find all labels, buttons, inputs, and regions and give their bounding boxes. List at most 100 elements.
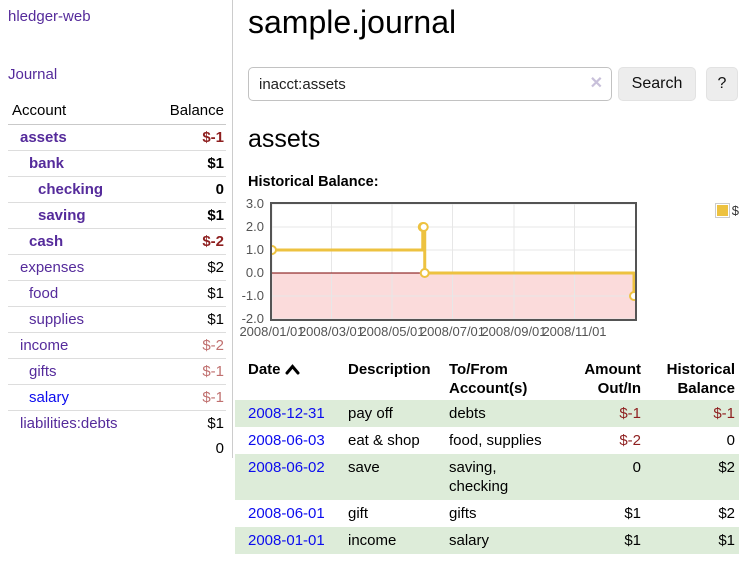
- register-accounts-cell: saving, checking: [449, 459, 509, 495]
- y-axis-tick-label: 1.0: [245, 242, 264, 257]
- account-balance: $1: [207, 415, 224, 432]
- register-row: 2008-06-02 save saving, checking 0 $2: [235, 454, 739, 500]
- sort-ascending-icon: [285, 364, 300, 375]
- sidebar-account-link[interactable]: liabilities:debts: [20, 415, 118, 432]
- register-description-cell: save: [348, 459, 380, 476]
- account-row: income $-2: [8, 332, 226, 359]
- nav-journal-link[interactable]: Journal: [8, 66, 58, 83]
- chart-plot: [267, 202, 640, 321]
- sidebar-account-link[interactable]: bank: [29, 155, 65, 172]
- account-balance: $2: [207, 259, 224, 276]
- transaction-date-link[interactable]: 2008-06-03: [248, 432, 325, 449]
- register-header-balance: Historical Balance: [666, 361, 735, 397]
- search-button[interactable]: Search: [618, 67, 696, 101]
- register-date-cell: 2008-06-03: [235, 427, 340, 454]
- x-axis-tick-label: 2008/03/01: [298, 324, 365, 339]
- accounts-total-row: 0: [8, 436, 226, 461]
- chart-canvas: [267, 203, 640, 320]
- accounts-table-body: assets $-1 bank $1 checking 0 saving $1 cash $-2 e…: [8, 125, 226, 437]
- register-header-date[interactable]: Date: [235, 358, 340, 400]
- legend-swatch-box: [714, 203, 730, 218]
- register-date-cell: 2008-06-02: [235, 454, 340, 500]
- sidebar-account-link[interactable]: cash: [29, 233, 64, 250]
- x-axis-tick-label: 2008/01/01: [239, 324, 305, 339]
- account-name-cell: bank: [8, 151, 150, 177]
- register-description-cell: pay off: [348, 405, 393, 422]
- clear-search-icon[interactable]: ✕: [589, 75, 603, 92]
- account-name-cell: food: [8, 281, 150, 307]
- account-balance: $-2: [202, 337, 224, 354]
- register-table-body: 2008-12-31 pay off debts $-1 $-1 2008-06-03 ea…: [235, 400, 739, 554]
- account-balance: $1: [207, 155, 224, 172]
- account-name-cell: cash: [8, 229, 150, 255]
- y-axis-tick-label: -1.0: [241, 288, 264, 303]
- page-title: sample.journal: [248, 4, 457, 40]
- sidebar-account-link[interactable]: food: [29, 285, 59, 302]
- accounts-header-row: Account Balance: [8, 99, 226, 125]
- account-name-cell: saving: [8, 203, 150, 229]
- account-row: food $1: [8, 280, 226, 307]
- y-axis-tick-label: 2.0: [245, 219, 264, 234]
- register-header-amount: Amount Out/In: [584, 361, 641, 397]
- register-date-cell: 2008-06-01: [235, 500, 340, 527]
- register-date-cell: 2008-01-01: [235, 527, 340, 554]
- sidebar-account-link[interactable]: expenses: [20, 259, 85, 276]
- register-balance-cell: $2: [718, 459, 735, 476]
- y-axis-tick-label: 0.0: [245, 265, 264, 280]
- register-row: 2008-01-01 income salary $1 $1: [235, 527, 739, 554]
- sidebar-account-link[interactable]: income: [20, 337, 69, 354]
- sidebar-account-link[interactable]: saving: [38, 207, 86, 224]
- sidebar-account-link[interactable]: gifts: [29, 363, 57, 380]
- accounts-total-value: 0: [215, 440, 224, 457]
- x-axis-tick-label: 2008/11/01: [542, 324, 607, 339]
- account-row: assets $-1: [8, 125, 226, 151]
- chart-legend: $: [714, 203, 739, 218]
- account-balance: $1: [207, 311, 224, 328]
- account-name-cell: supplies: [8, 307, 150, 333]
- app-title-link[interactable]: hledger-web: [8, 8, 91, 25]
- account-balance: $-1: [202, 129, 224, 146]
- transaction-date-link[interactable]: 2008-12-31: [248, 405, 325, 422]
- transaction-date-link[interactable]: 2008-01-01: [248, 532, 325, 549]
- register-description-cell: income: [348, 532, 397, 549]
- chart-heading: Historical Balance:: [248, 174, 379, 190]
- register-amount-cell: $1: [624, 532, 641, 549]
- register-accounts-cell: salary: [449, 532, 490, 549]
- sidebar: hledger-web Journal Account Balance asse…: [0, 0, 233, 458]
- account-name-cell: salary: [8, 385, 150, 411]
- register-description-cell: gift: [348, 505, 369, 522]
- account-name-cell: expenses: [8, 255, 150, 281]
- register-balance-cell: $2: [718, 505, 735, 522]
- accounts-header-balance: Balance: [149, 99, 226, 125]
- account-row: bank $1: [8, 150, 226, 177]
- transaction-date-link[interactable]: 2008-06-02: [248, 459, 325, 476]
- sidebar-nav: Journal: [8, 66, 224, 84]
- help-button[interactable]: ?: [706, 67, 738, 101]
- search-input-wrap: ✕: [248, 67, 612, 101]
- account-name-cell: gifts: [8, 359, 150, 385]
- y-axis-tick-label: 3.0: [245, 196, 264, 211]
- account-row: cash $-2: [8, 228, 226, 255]
- sidebar-account-link[interactable]: checking: [38, 181, 104, 198]
- date-header-label: Date: [248, 361, 281, 378]
- sidebar-account-link[interactable]: supplies: [29, 311, 85, 328]
- account-name-cell: liabilities:debts: [8, 411, 150, 437]
- register-table: Date Description To/From Account(s) Amou…: [235, 358, 739, 554]
- register-date-cell: 2008-12-31: [235, 400, 340, 427]
- register-amount-cell: 0: [632, 459, 641, 476]
- register-balance-cell: 0: [726, 432, 735, 449]
- search-input[interactable]: [248, 67, 612, 101]
- register-header-description: Description: [348, 361, 431, 378]
- account-row: salary $-1: [8, 384, 226, 411]
- register-row: 2008-06-03 eat & shop food, supplies $-2 0: [235, 427, 739, 454]
- sidebar-account-link[interactable]: assets: [20, 129, 67, 146]
- sidebar-account-link[interactable]: salary: [29, 389, 70, 406]
- account-row: gifts $-1: [8, 358, 226, 385]
- account-row: supplies $1: [8, 306, 226, 333]
- register-amount-cell: $1: [624, 505, 641, 522]
- account-balance: $1: [207, 285, 224, 302]
- register-amount-cell: $-2: [619, 432, 641, 449]
- transaction-date-link[interactable]: 2008-06-01: [248, 505, 325, 522]
- account-balance: $-2: [202, 233, 224, 250]
- account-balance: $-1: [202, 363, 224, 380]
